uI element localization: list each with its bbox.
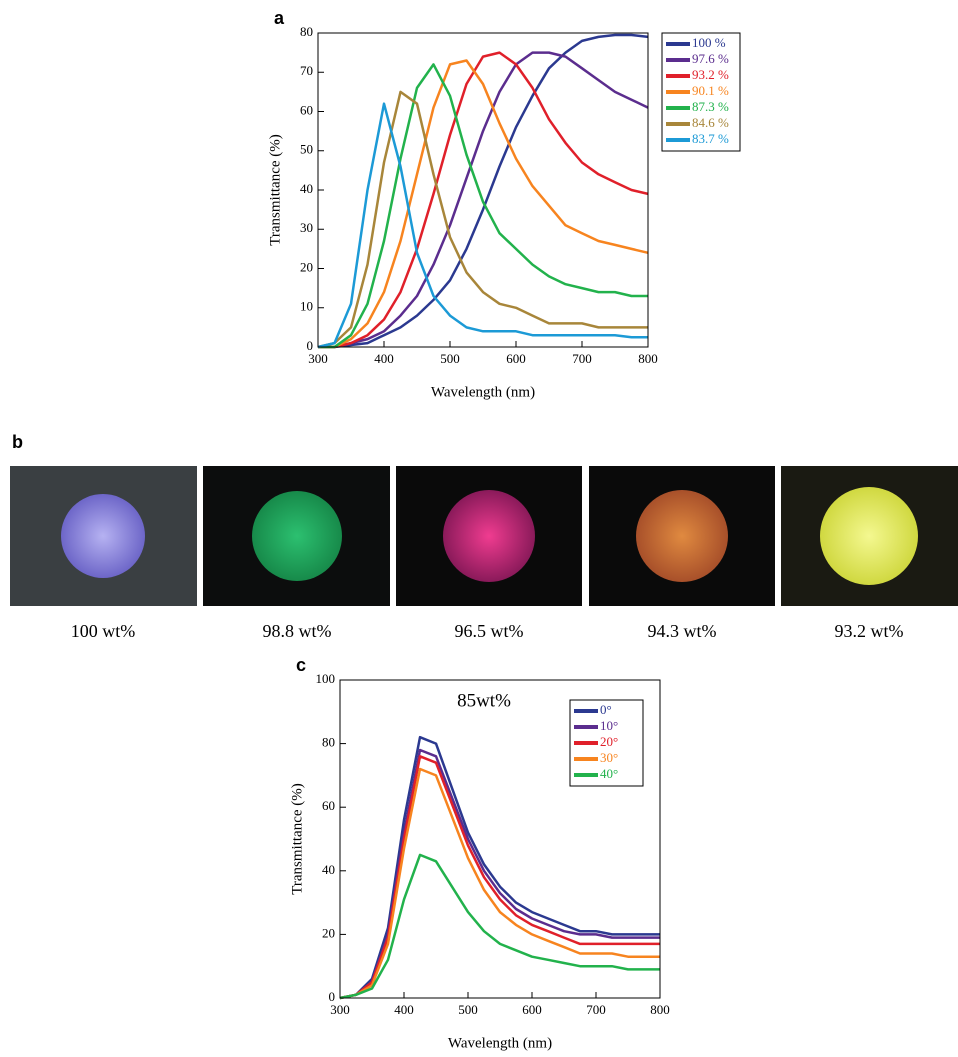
- legend-label: 100 %: [692, 35, 726, 50]
- photo-row: [10, 466, 958, 606]
- y-axis-title: Transmittance (%): [267, 134, 283, 246]
- panel-label: b: [12, 432, 23, 452]
- y-tick-label: 80: [322, 735, 335, 750]
- y-tick-label: 40: [322, 862, 335, 877]
- plot-frame: [339, 679, 661, 999]
- y-tick-label: 40: [300, 181, 313, 196]
- sample-disc: [820, 487, 918, 585]
- series-line: [318, 51, 649, 349]
- x-axis-title: Wavelength (nm): [448, 1035, 552, 1051]
- y-tick-label: 20: [322, 925, 335, 940]
- x-tick-label: 300: [330, 1002, 350, 1017]
- photo-caption: 98.8 wt%: [263, 621, 332, 641]
- legend-label: 90.1 %: [692, 83, 729, 98]
- x-tick-label: 400: [374, 351, 394, 366]
- photo-caption: 100 wt%: [71, 621, 136, 641]
- legend-label: 20°: [600, 734, 618, 749]
- y-tick-label: 70: [300, 63, 313, 78]
- x-tick-label: 800: [638, 351, 658, 366]
- x-axis-title: Wavelength (nm): [431, 384, 535, 400]
- y-tick-label: 0: [329, 989, 336, 1004]
- photo-caption: 94.3 wt%: [648, 621, 717, 641]
- legend-label: 30°: [600, 750, 618, 765]
- legend-label: 84.6 %: [692, 115, 729, 130]
- y-tick-label: 100: [316, 671, 336, 686]
- sample-disc: [443, 490, 535, 582]
- x-tick-label: 600: [506, 351, 526, 366]
- legend-label: 0°: [600, 702, 612, 717]
- y-tick-label: 10: [300, 299, 313, 314]
- y-tick-label: 60: [322, 798, 335, 813]
- series-line: [318, 51, 649, 349]
- y-tick-label: 20: [300, 259, 313, 274]
- photo-caption: 93.2 wt%: [835, 621, 904, 641]
- y-tick-label: 50: [300, 142, 313, 157]
- x-tick-label: 300: [308, 351, 328, 366]
- photo-caption: 96.5 wt%: [455, 621, 524, 641]
- series-line: [318, 33, 649, 349]
- sample-disc: [636, 490, 728, 582]
- y-tick-label: 80: [300, 24, 313, 39]
- y-axis-title: Transmittance (%): [289, 783, 305, 895]
- annotation: 85wt%: [457, 690, 511, 711]
- series-line: [318, 63, 648, 349]
- series-line: [317, 90, 648, 349]
- y-tick-label: 60: [300, 102, 313, 117]
- sample-disc: [61, 494, 145, 578]
- x-tick-label: 400: [394, 1002, 414, 1017]
- panel-label: a: [274, 8, 285, 28]
- legend-label: 97.6 %: [692, 51, 729, 66]
- x-tick-label: 500: [440, 351, 460, 366]
- series-line: [317, 102, 648, 349]
- x-tick-label: 700: [572, 351, 592, 366]
- series-line: [339, 735, 660, 1000]
- legend-label: 40°: [600, 766, 618, 781]
- x-tick-label: 800: [650, 1002, 670, 1017]
- sample-disc: [252, 491, 342, 581]
- panel-label: c: [296, 655, 306, 675]
- x-tick-label: 600: [522, 1002, 542, 1017]
- series-line: [318, 59, 649, 349]
- series-line: [339, 853, 660, 1000]
- y-tick-label: 0: [307, 338, 314, 353]
- x-tick-label: 500: [458, 1002, 478, 1017]
- legend-label: 93.2 %: [692, 67, 729, 82]
- y-tick-label: 30: [300, 220, 313, 235]
- legend-label: 87.3 %: [692, 99, 729, 114]
- series-line: [339, 767, 660, 1000]
- x-tick-label: 700: [586, 1002, 606, 1017]
- legend-label: 10°: [600, 718, 618, 733]
- legend-label: 83.7 %: [692, 131, 729, 146]
